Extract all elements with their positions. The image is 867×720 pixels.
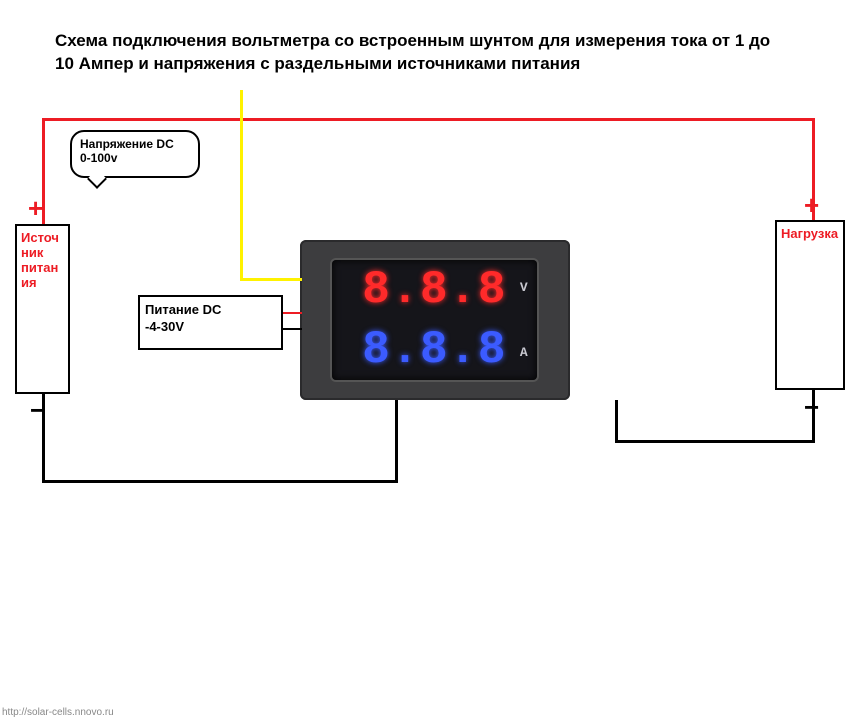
wire-black-bottom-left <box>42 480 398 483</box>
diagram-title: Схема подключения вольтметра со встроенн… <box>55 30 775 76</box>
wire-black-bottom-right <box>615 440 815 443</box>
wire-yellow-h <box>240 278 302 281</box>
footer-url: http://solar-cells.nnovo.ru <box>2 707 114 718</box>
voltage-row: 8.8.8 V <box>332 260 537 320</box>
wire-red-load-v <box>812 118 815 220</box>
voltage-unit: V <box>520 280 529 295</box>
wire-supply-black <box>283 328 302 330</box>
wire-yellow-v <box>240 90 243 280</box>
volt-amp-meter: 8.8.8 V 8.8.8 A <box>300 240 570 400</box>
wire-black-meter-left-v <box>395 400 398 483</box>
wire-black-meter-right-v <box>615 400 618 443</box>
current-digits: 8.8.8 <box>362 324 506 376</box>
power-source-box: Источник питания <box>15 224 70 394</box>
wire-supply-red <box>283 312 302 314</box>
meter-screen: 8.8.8 V 8.8.8 A <box>332 260 537 380</box>
current-unit: A <box>520 345 529 360</box>
wire-black-source-v <box>42 394 45 483</box>
wire-red-source-v <box>42 118 45 224</box>
supply-label: Питание DC -4-30V <box>145 302 221 334</box>
wire-black-load-v <box>812 390 815 443</box>
bubble-text: Напряжение DC 0-100v <box>80 137 174 165</box>
source-label: Источник питания <box>21 230 59 290</box>
load-label: Нагрузка <box>781 226 838 241</box>
dc-supply-box: Питание DC -4-30V <box>138 295 283 350</box>
voltage-digits: 8.8.8 <box>362 264 506 316</box>
source-plus-sign: + <box>28 193 43 224</box>
wire-red-top <box>42 118 815 121</box>
voltage-range-bubble: Напряжение DC 0-100v <box>70 130 200 178</box>
current-row: 8.8.8 A <box>332 320 537 380</box>
load-box: Нагрузка <box>775 220 845 390</box>
